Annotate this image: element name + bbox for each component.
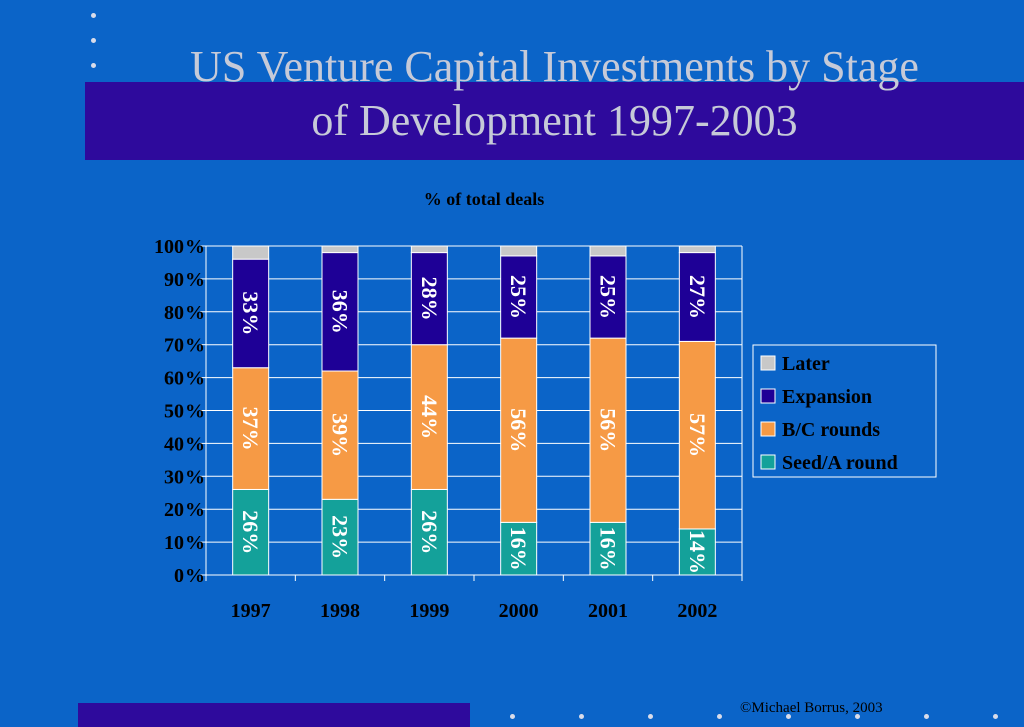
y-tick-label: 80	[164, 302, 184, 324]
legend-label: Later	[782, 353, 830, 375]
data-label: 27%	[685, 275, 710, 319]
bullet-dot	[91, 38, 96, 43]
bar-segment-expansion	[321, 252, 359, 372]
bar-segment-later	[500, 245, 538, 257]
y-tick-label: 100	[154, 236, 184, 258]
bar-segment-seed-a-round	[410, 488, 448, 576]
data-label: 39%	[328, 413, 353, 457]
title-band	[85, 82, 1024, 160]
bar-segment-b-c-rounds	[589, 337, 627, 523]
legend-swatch	[760, 355, 776, 371]
legend-swatch	[760, 388, 776, 404]
bar-segment-seed-a-round	[500, 521, 538, 576]
data-label: 25%	[596, 275, 621, 319]
y-tick-percent: %	[185, 368, 205, 390]
y-tick-percent: %	[185, 302, 205, 324]
bullet-dot	[91, 13, 96, 18]
data-label: 56%	[506, 408, 531, 452]
y-tick-percent: %	[185, 466, 205, 488]
bar-segment-later	[589, 245, 627, 257]
legend-swatch	[760, 421, 776, 437]
bar-segment-seed-a-round	[321, 498, 359, 576]
bar-segment-b-c-rounds	[232, 367, 270, 490]
bar-segment-expansion	[410, 252, 448, 346]
y-tick-label: 60	[164, 368, 184, 390]
bar-segment-later	[410, 245, 448, 254]
x-tick-label: 1999	[409, 600, 449, 622]
bar-segment-b-c-rounds	[410, 344, 448, 490]
bullet-dot	[855, 714, 860, 719]
bar-segment-later	[321, 245, 359, 254]
data-label: 36%	[328, 290, 353, 334]
y-tick-label: 70	[164, 335, 184, 357]
y-tick-percent: %	[185, 532, 205, 554]
bullet-dot	[993, 714, 998, 719]
bar-segment-later	[678, 245, 716, 254]
data-label: 16%	[596, 527, 621, 571]
y-tick-label: 90	[164, 269, 184, 291]
y-tick-label: 0	[174, 565, 184, 587]
y-tick-label: 20	[164, 499, 184, 521]
bullet-dot	[510, 714, 515, 719]
y-tick-percent: %	[185, 236, 205, 258]
data-label: 57%	[685, 413, 710, 457]
y-tick-percent: %	[185, 269, 205, 291]
y-tick-percent: %	[185, 433, 205, 455]
x-tick-label: 2000	[499, 600, 539, 622]
legend-swatch	[760, 454, 776, 470]
slide-title-line-2: of Development 1997-2003	[311, 96, 798, 145]
legend-label: B/C rounds	[782, 419, 880, 441]
bar-segment-seed-a-round	[232, 488, 270, 576]
y-tick-label: 40	[164, 433, 184, 455]
bullet-dot	[91, 63, 96, 68]
bar-segment-expansion	[678, 252, 716, 342]
data-label: 26%	[417, 510, 442, 554]
data-label: 56%	[596, 408, 621, 452]
legend-label: Seed/A round	[782, 452, 898, 474]
x-tick-label: 1997	[231, 600, 271, 622]
bullet-dot	[924, 714, 929, 719]
data-label: 23%	[328, 515, 353, 559]
data-label: 25%	[506, 275, 531, 319]
bar-segment-expansion	[500, 255, 538, 339]
data-label: 14%	[685, 530, 710, 574]
bullet-dot	[648, 714, 653, 719]
bar-segment-seed-a-round	[678, 528, 716, 576]
slide-title: US Venture Capital Investments by Stage …	[85, 40, 1024, 148]
bar-segment-b-c-rounds	[678, 340, 716, 530]
data-label: 44%	[417, 395, 442, 439]
bullet-dot	[786, 714, 791, 719]
data-label: 16%	[506, 527, 531, 571]
bar-segment-b-c-rounds	[321, 370, 359, 500]
y-tick-label: 50	[164, 401, 184, 423]
y-tick-percent: %	[185, 565, 205, 587]
chart-title: % of total deals	[424, 189, 545, 209]
data-label: 37%	[238, 407, 263, 451]
bullet-dot	[717, 714, 722, 719]
x-tick-label: 2001	[588, 600, 628, 622]
y-tick-percent: %	[185, 401, 205, 423]
y-tick-label: 30	[164, 466, 184, 488]
y-tick-percent: %	[185, 335, 205, 357]
copyright-text: ©Michael Borrus, 2003	[740, 700, 883, 716]
bar-segment-expansion	[589, 255, 627, 339]
legend-label: Expansion	[782, 386, 872, 408]
legend-box	[752, 344, 937, 478]
x-tick-label: 2002	[677, 600, 717, 622]
bar-segment-seed-a-round	[589, 521, 627, 576]
footer-band	[78, 703, 470, 727]
bar-segment-later	[232, 245, 270, 260]
slide-title-line-1: US Venture Capital Investments by Stage	[190, 42, 919, 91]
bullet-dot	[579, 714, 584, 719]
x-tick-label: 1998	[320, 600, 360, 622]
data-label: 33%	[238, 291, 263, 335]
data-label: 26%	[238, 510, 263, 554]
y-tick-percent: %	[185, 499, 205, 521]
y-tick-label: 10	[164, 532, 184, 554]
data-label: 28%	[417, 277, 442, 321]
